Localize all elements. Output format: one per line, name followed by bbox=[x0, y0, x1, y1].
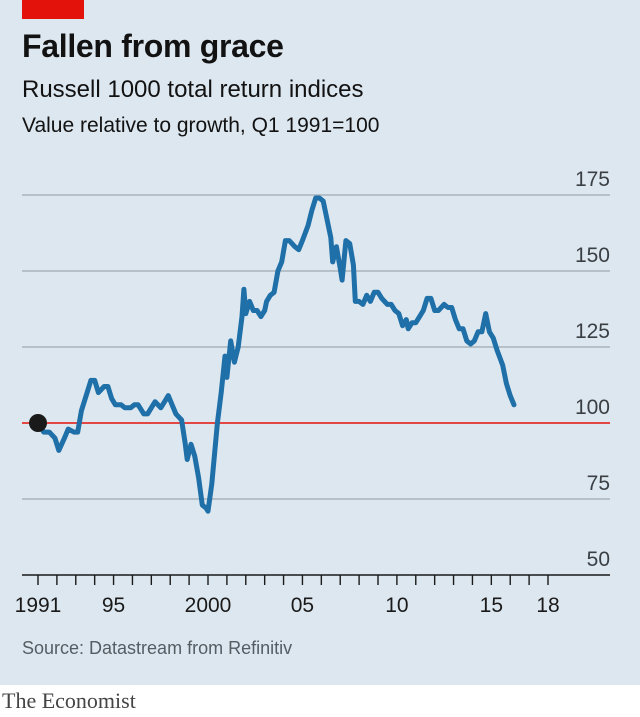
x-tick-label: 18 bbox=[536, 594, 559, 617]
gridlines bbox=[22, 194, 610, 500]
chart-subtitle: Russell 1000 total return indices bbox=[22, 76, 364, 103]
y-tick-label: 75 bbox=[587, 472, 610, 495]
chart-title: Fallen from grace bbox=[22, 28, 284, 64]
y-tick-labels: 175 150 125 100 75 50 bbox=[575, 168, 610, 571]
y-tick-label: 175 bbox=[575, 168, 610, 191]
chart-panel bbox=[0, 0, 640, 685]
line-chart: 175 150 125 100 75 50 1991 95 2000 05 10 15 18 bbox=[15, 168, 610, 617]
brand-tag bbox=[22, 0, 84, 19]
x-tick-label: 15 bbox=[480, 594, 503, 617]
series-line bbox=[35, 195, 517, 514]
x-tick-label: 10 bbox=[385, 594, 408, 617]
x-tick-label: 05 bbox=[291, 594, 314, 617]
start-point-marker bbox=[29, 414, 47, 432]
source-note: Source: Datastream from Refinitiv bbox=[22, 638, 293, 658]
publisher-wordmark: The Economist bbox=[2, 688, 136, 713]
x-tick-label: 95 bbox=[102, 594, 125, 617]
chart-unit-line: Value relative to growth, Q1 1991=100 bbox=[22, 114, 380, 137]
x-tick-label: 1991 bbox=[15, 594, 62, 617]
y-tick-label: 125 bbox=[575, 320, 610, 343]
y-tick-label: 50 bbox=[587, 548, 610, 571]
series-group bbox=[29, 195, 517, 514]
y-tick-label: 150 bbox=[575, 244, 610, 267]
x-axis: 1991 95 2000 05 10 15 18 bbox=[15, 574, 610, 617]
y-tick-label: 100 bbox=[575, 396, 610, 419]
x-tick-label: 2000 bbox=[185, 594, 232, 617]
